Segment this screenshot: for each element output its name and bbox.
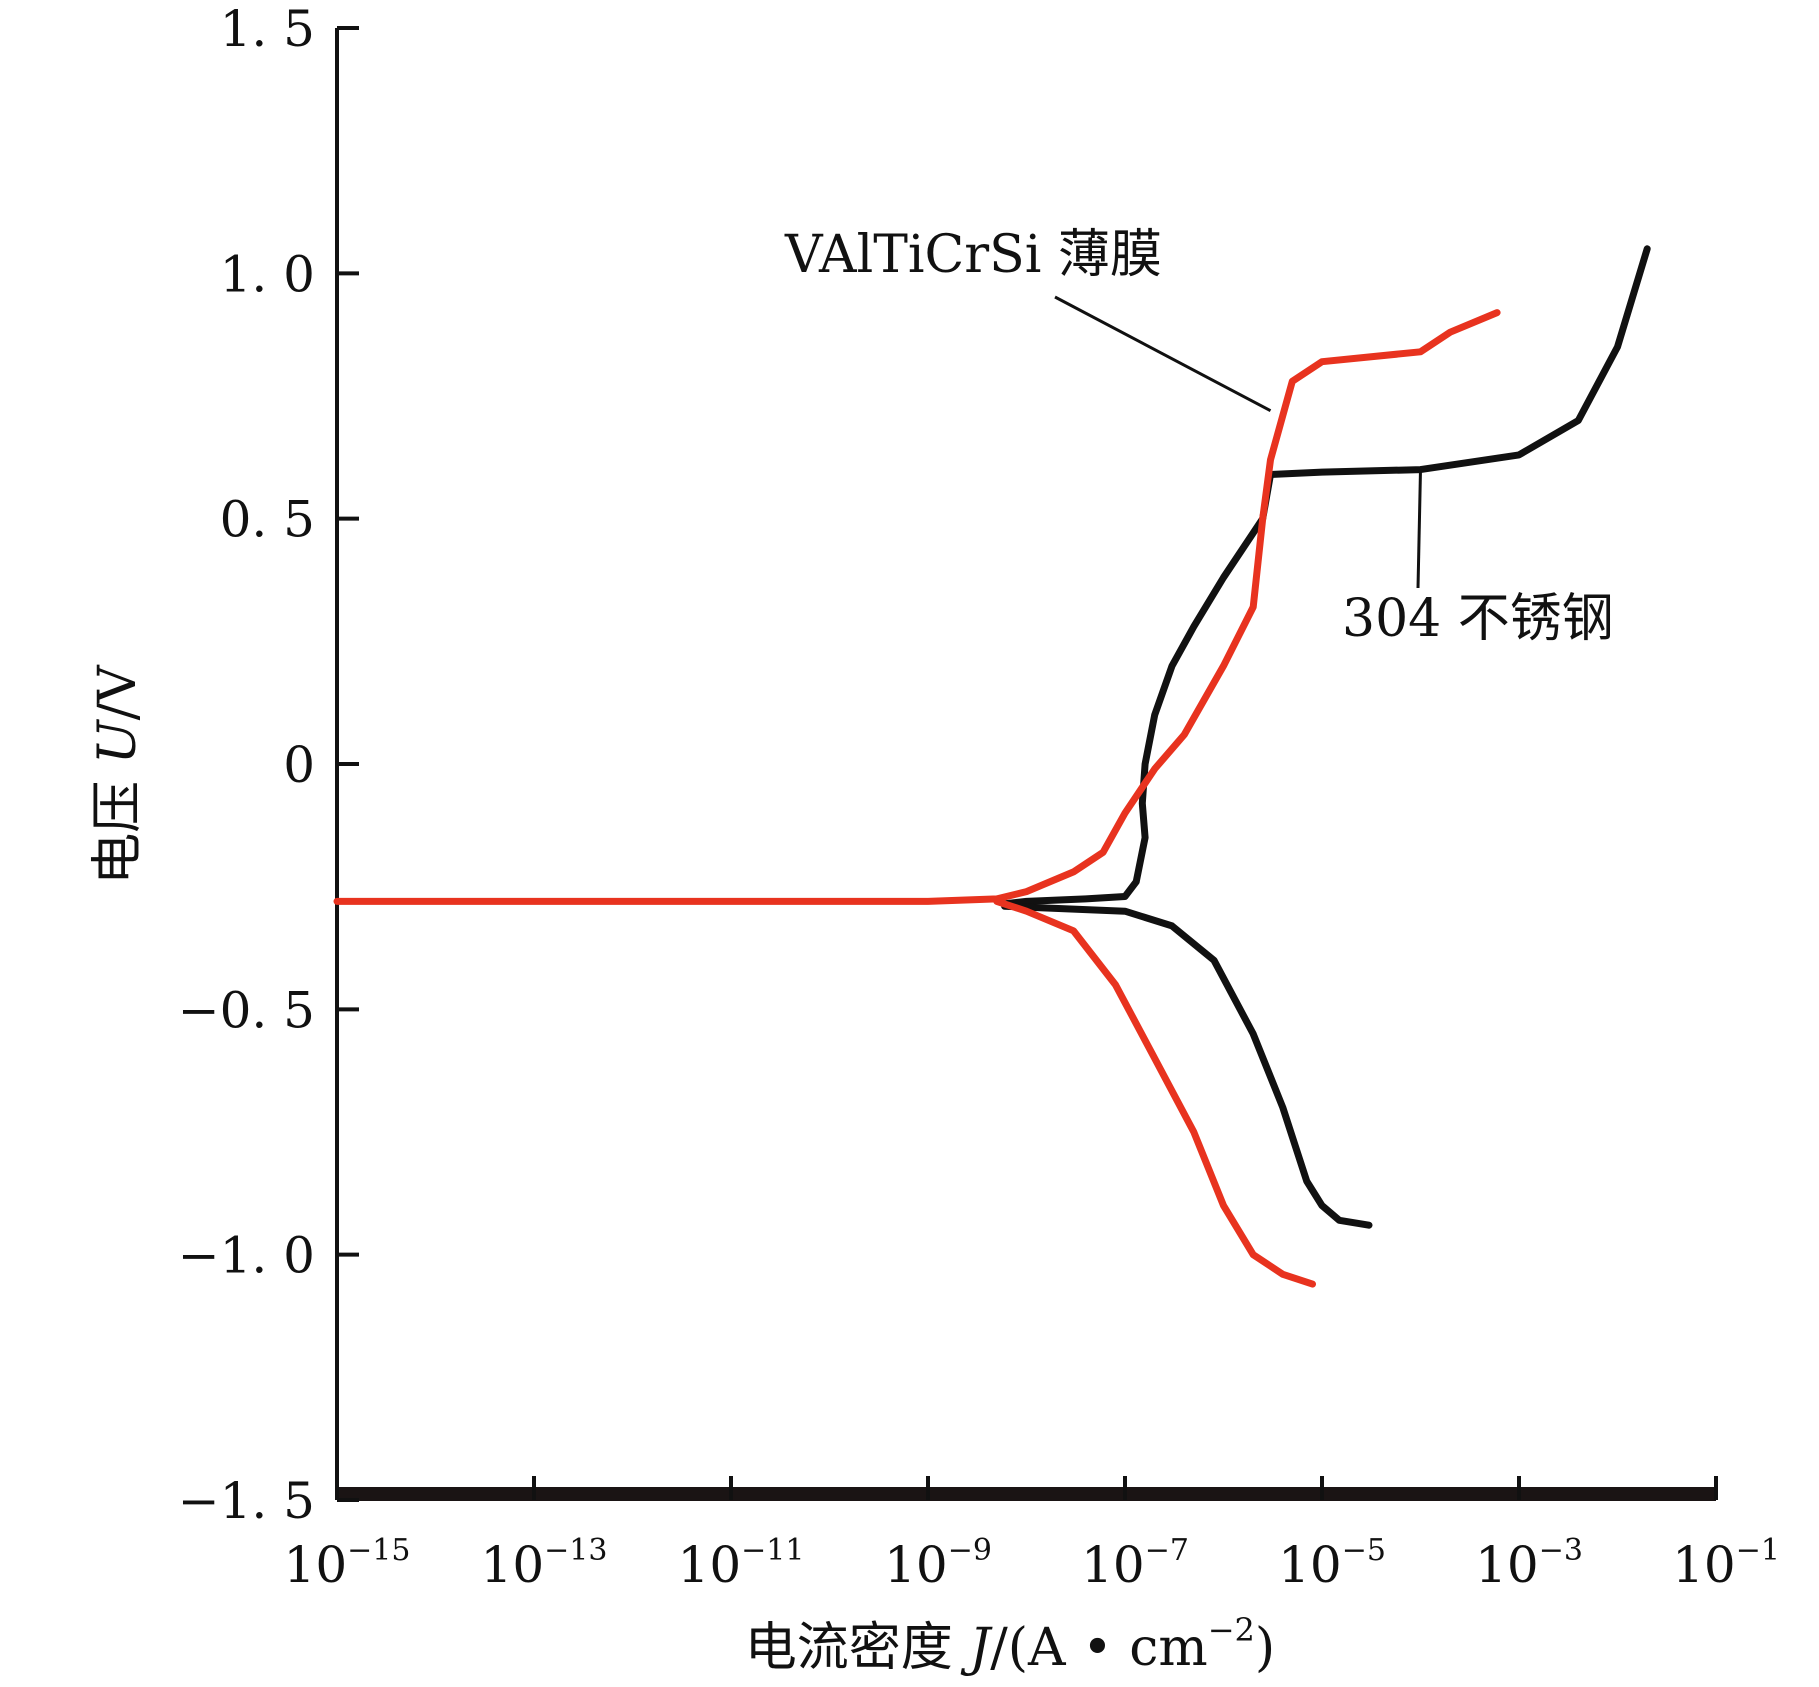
y-tick-label-4: −0. 5 [178, 981, 315, 1039]
x-tick-label-5: 10−5 [1278, 1533, 1386, 1594]
x-tick-exp-7: −1 [1736, 1533, 1780, 1568]
series-1-anodic-branch [333, 309, 1501, 905]
x-tick-base-6: 10 [1475, 1536, 1539, 1594]
x-tick-label-7: 10−1 [1672, 1533, 1780, 1594]
x-tick-label-4: 10−7 [1081, 1533, 1189, 1594]
annotation-label-1: 304 不锈钢 [1342, 589, 1614, 649]
x-tick-base-4: 10 [1081, 1536, 1145, 1594]
x-tick-label-6: 10−3 [1475, 1533, 1583, 1594]
y-axis-title-var: U [88, 718, 148, 764]
y-axis-title-unit: /V [88, 664, 148, 721]
series-1 [333, 309, 1501, 1288]
x-axis-title-sup: −2 [1208, 1611, 1255, 1649]
x-tick-label-1: 10−13 [481, 1533, 608, 1594]
x-tick-base-0: 10 [284, 1536, 348, 1594]
y-tick-label-0: 1. 5 [220, 0, 315, 58]
x-tick-exp-2: −11 [741, 1533, 804, 1568]
annotation-layer: VAlTiCrSi 薄膜 304 不锈钢 [784, 225, 1614, 649]
y-tick-label-3: 0 [283, 736, 315, 794]
x-tick-exp-6: −3 [1539, 1533, 1583, 1568]
x-tick-base-3: 10 [884, 1536, 948, 1594]
y-tick-label-2: 0. 5 [220, 491, 315, 549]
annotation-label-0: VAlTiCrSi 薄膜 [784, 225, 1162, 285]
y-tick-label-6: −1. 5 [178, 1472, 315, 1530]
label-layer: 1. 51. 00. 50−0. 5−1. 0−1. 510−15 10−13 10… [88, 0, 1780, 1678]
x-tick-label-3: 10−9 [884, 1533, 992, 1594]
y-axis-title-prefix: 电压 [88, 764, 148, 885]
x-tick-label-0: 10−15 [284, 1533, 411, 1594]
x-tick-label-2: 10−11 [678, 1533, 805, 1594]
x-tick-base-7: 10 [1672, 1536, 1736, 1594]
y-tick-label-1: 1. 0 [220, 245, 315, 303]
x-axis-title-prefix: 电流密度 [745, 1618, 970, 1678]
x-tick-exp-0: −15 [347, 1533, 410, 1568]
annotation-leader-0 [1054, 295, 1272, 413]
series-0-anodic-branch [1001, 245, 1651, 908]
x-tick-exp-4: −7 [1145, 1533, 1189, 1568]
annotation-leader-1 [1416, 469, 1422, 589]
x-tick-base-2: 10 [678, 1536, 742, 1594]
axes-layer [335, 26, 1718, 1502]
y-axis-title: 电压 U/V [88, 664, 148, 885]
x-tick-exp-5: −5 [1342, 1533, 1386, 1568]
x-tick-exp-3: −9 [948, 1533, 992, 1568]
series-0-cathodic-branch [1001, 902, 1373, 1229]
x-tick-base-5: 10 [1278, 1536, 1342, 1594]
y-tick-label-5: −1. 0 [178, 1227, 315, 1285]
x-axis-title-end: ) [1255, 1618, 1275, 1678]
x-axis-title-unit: /(A • cm [990, 1618, 1208, 1678]
series-layer [333, 245, 1651, 1288]
series-0 [1001, 245, 1651, 1229]
x-axis-title: 电流密度 J/(A • cm−2) [745, 1611, 1275, 1678]
x-tick-exp-1: −13 [544, 1533, 607, 1568]
series-1-cathodic-branch [993, 897, 1316, 1288]
x-tick-base-1: 10 [481, 1536, 545, 1594]
